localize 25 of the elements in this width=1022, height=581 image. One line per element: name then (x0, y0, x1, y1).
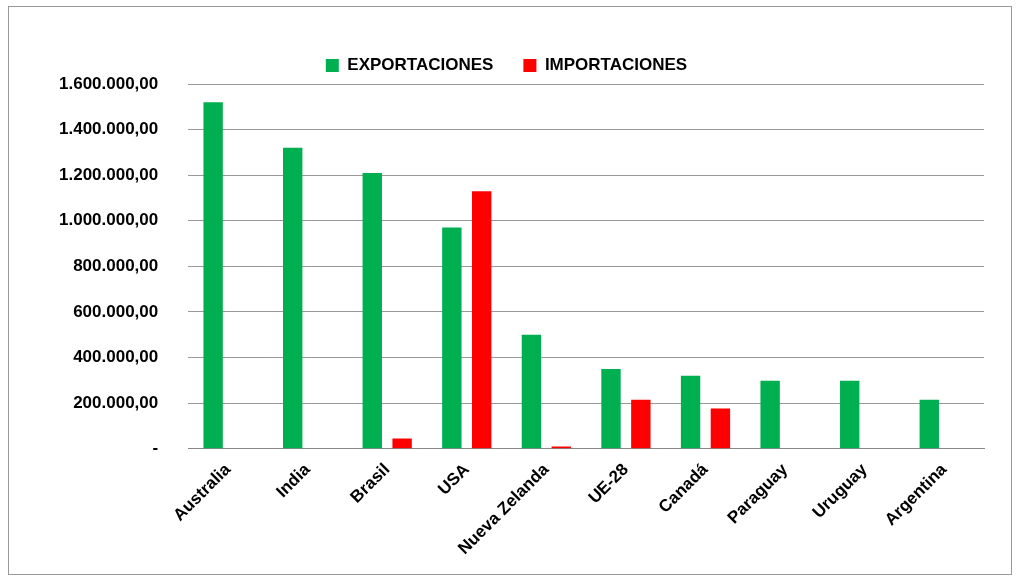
bar (840, 380, 860, 449)
bar (919, 399, 939, 449)
y-tick-label: 1.600.000,00 (59, 73, 159, 93)
y-tick-label: 1.400.000,00 (59, 119, 159, 139)
bar (283, 147, 303, 449)
bar (392, 438, 412, 449)
legend-label: EXPORTACIONES (347, 55, 494, 75)
bar (631, 399, 651, 449)
bar (521, 334, 542, 449)
y-tick-label: 1.000.000,00 (59, 210, 159, 230)
bar (760, 380, 780, 449)
bar (362, 172, 382, 449)
bar (710, 408, 731, 449)
bar (203, 102, 223, 449)
y-tick-label: 400.000,00 (73, 347, 159, 367)
legend-label: IMPORTACIONES (544, 55, 688, 75)
bar (601, 368, 621, 449)
y-tick-label: - (152, 438, 159, 458)
y-tick-label: 600.000,00 (73, 301, 159, 321)
y-tick-label: 800.000,00 (73, 256, 159, 276)
bar (680, 375, 701, 449)
y-tick-label: 1.200.000,00 (59, 164, 159, 184)
bar (471, 191, 492, 449)
y-tick-label: 200.000,00 (73, 392, 159, 412)
bar (442, 227, 462, 449)
